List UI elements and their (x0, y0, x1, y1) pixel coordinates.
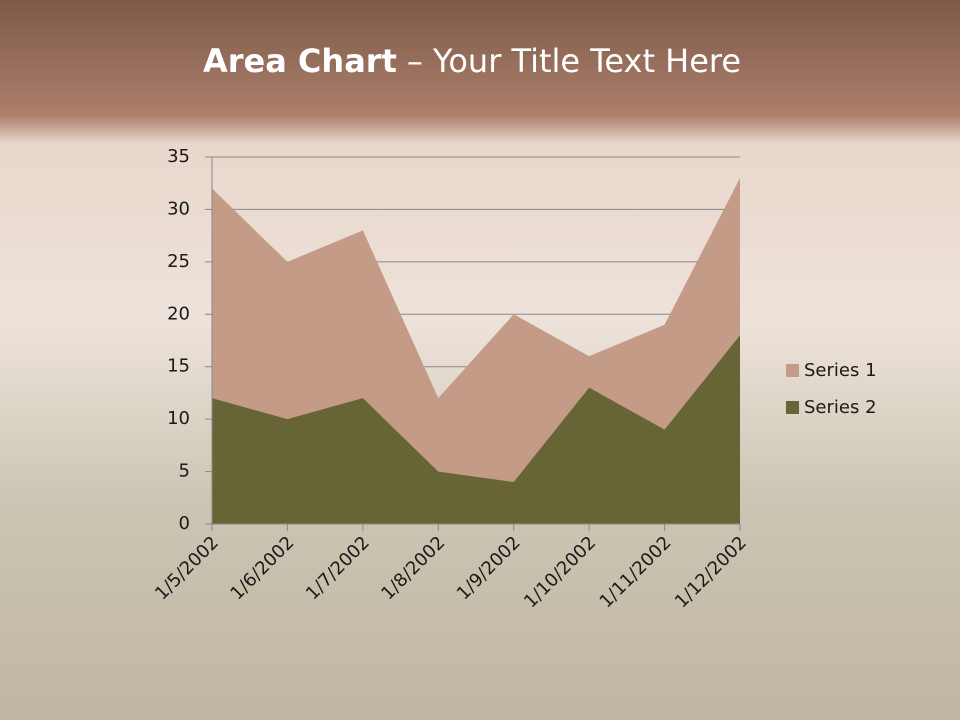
area (212, 335, 740, 524)
chart-title: Area Chart – Your Title Text Here (203, 42, 741, 80)
legend-label: Series 2 (804, 397, 877, 418)
y-tick-label: 10 (167, 408, 190, 429)
y-tick-label: 30 (167, 198, 190, 219)
y-tick-label: 25 (167, 251, 190, 272)
y-tick-label: 15 (167, 356, 190, 377)
title-bold: Area Chart (203, 42, 397, 80)
y-tick-label: 0 (179, 513, 190, 534)
y-tick-label: 20 (167, 303, 190, 324)
title-rest: – Your Title Text Here (407, 42, 741, 80)
legend-swatch (786, 401, 799, 414)
legend-swatch (786, 364, 799, 377)
y-tick-label: 35 (167, 146, 190, 167)
y-tick-label: 5 (179, 461, 190, 482)
legend-label: Series 1 (804, 360, 877, 381)
